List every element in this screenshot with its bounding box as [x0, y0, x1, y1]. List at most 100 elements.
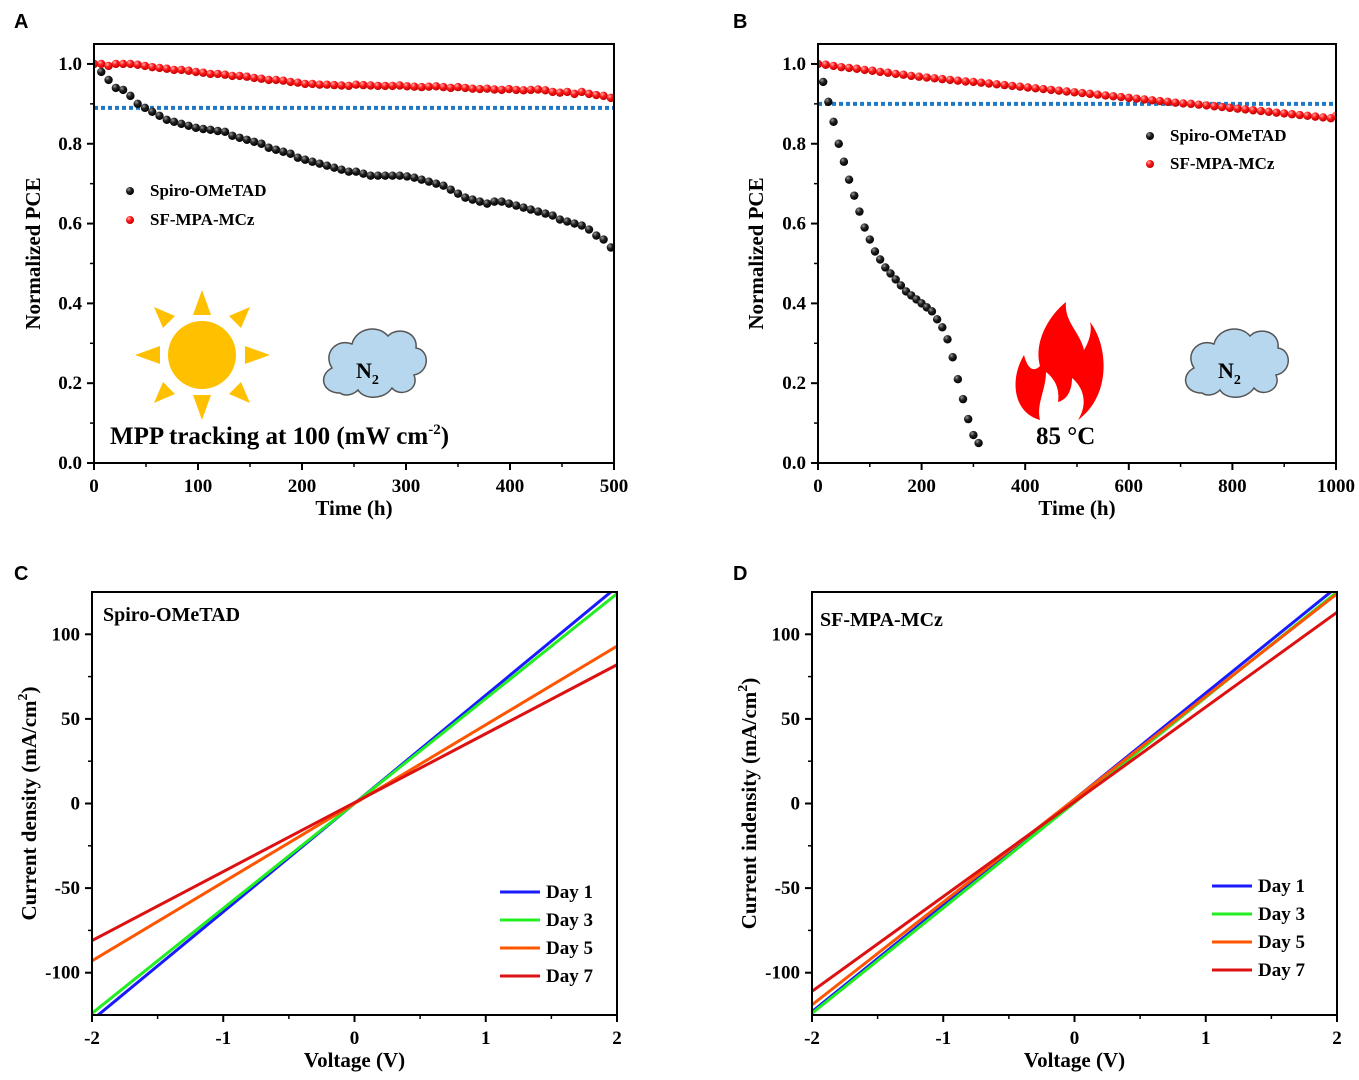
panel-a-point-s0-20	[235, 133, 244, 142]
panel-b-point-s0-5	[839, 157, 849, 166]
panel-a-point-s0-60	[526, 205, 535, 214]
panel-a-point-s1-13	[184, 66, 193, 75]
panel-a-point-s0-34	[337, 165, 346, 174]
panel-a-plot: 0 100 200 300 400 500 0.0 0.2 0.4 0.6 0.8 1.0 Time (…	[21, 43, 629, 520]
panel-a-point-s0-27	[286, 149, 295, 158]
panel-b-point-s1-26	[1015, 82, 1025, 91]
panel-a-point-s0-6	[133, 99, 142, 109]
panel-a-point-s1-42	[395, 81, 404, 90]
panel-a-point-s0-26	[279, 147, 288, 156]
panel-b-legend-marker	[1146, 132, 1154, 140]
panel-a-xtick-label: 500	[600, 476, 629, 497]
panel-b-point-s1-29	[1039, 84, 1048, 94]
panel-a-point-s0-61	[533, 207, 543, 216]
panel-b-ylabel: Normalized PCE	[744, 177, 768, 329]
panel-letter-b: B	[733, 11, 747, 33]
panel-a-point-s0-8	[148, 107, 157, 117]
panel-b-point-s0-4	[834, 139, 843, 148]
panel-a-xtick-label: 0	[89, 476, 99, 497]
panel-a-legend-entry: Spiro-OMeTAD	[126, 181, 266, 200]
panel-b-point-s1-46	[1171, 98, 1180, 107]
panel-b-point-s1-8	[875, 67, 885, 77]
panel-d-legend-label: Day 1	[1258, 876, 1305, 897]
panel-a-point-s1-45	[417, 82, 426, 92]
panel-a-point-s0-28	[293, 153, 303, 162]
panel-a-point-s0-22	[249, 137, 259, 146]
panel-b-point-s1-3	[837, 62, 846, 72]
panel-c-xtick-label: 1	[481, 1028, 491, 1049]
panel-b-point-s1-0	[818, 59, 823, 69]
panel-b-point-s0-28	[958, 394, 968, 404]
panel-a-point-s0-67	[577, 221, 586, 230]
panel-b-point-s1-12	[907, 71, 916, 81]
panel-d-ylabel: Current indensity (mA/cm2)	[736, 678, 761, 930]
panel-a-point-s1-1	[97, 59, 106, 69]
panel-a-point-s0-16	[206, 125, 215, 134]
panel-a-point-s1-51	[461, 83, 470, 93]
panel-a-point-s1-40	[381, 81, 390, 91]
panel-b-xtick-label: 200	[907, 476, 936, 497]
panel-a-point-s0-66	[570, 219, 579, 228]
panel-a-point-s1-57	[504, 84, 514, 94]
panel-b-point-s0-26	[948, 353, 957, 362]
flame-icon	[1015, 302, 1104, 420]
panel-a-point-s0-11	[169, 117, 179, 127]
panel-a-point-s0-56	[497, 197, 506, 206]
panel-a-legend: Spiro-OMeTAD SF-MPA-MCz	[126, 181, 266, 229]
panel-a-point-s1-54	[482, 84, 492, 93]
panel-a-point-s0-39	[373, 171, 383, 180]
panel-c-plot: -2 -1 0 1 2 -100 -50 0 50 100 Voltage (V) Current d…	[16, 591, 622, 1072]
panel-a-point-s1-65	[563, 87, 572, 97]
panel-c-ytick-label: -50	[55, 878, 80, 899]
panel-d-legend-entry: Day 3	[1212, 904, 1305, 925]
panel-a-point-s0-25	[271, 145, 281, 154]
panel-letter-a: A	[14, 11, 28, 33]
panel-a-ytick-label: 0.8	[58, 134, 82, 155]
panel-a-xtick-label: 400	[496, 476, 525, 497]
panel-b-ytick-label: 1.0	[782, 54, 806, 75]
panel-b-point-s1-13	[914, 72, 924, 81]
panel-b-point-s1-15	[930, 74, 939, 83]
panel-b-point-s0-8	[855, 207, 864, 216]
panel-d-legend-label: Day 3	[1258, 904, 1305, 925]
panel-a-point-s1-0	[94, 59, 99, 69]
panel-b-point-s1-54	[1233, 104, 1242, 113]
panel-b-point-s1-18	[953, 76, 963, 85]
panel-b-point-s1-25	[1008, 81, 1017, 91]
panel-a-point-s1-4	[118, 59, 128, 69]
panel-b-point-s0-29	[964, 414, 973, 424]
panel-d-xtick-label: 2	[1332, 1028, 1342, 1049]
panel-a-point-s0-40	[381, 171, 390, 180]
panel-d-xtick-label: 1	[1201, 1028, 1211, 1049]
panel-b-point-s1-34	[1077, 88, 1087, 98]
panel-c-xlabel: Voltage (V)	[304, 1048, 405, 1072]
panel-b-series	[818, 59, 1336, 448]
panel-a-point-s1-9	[155, 63, 164, 73]
panel-b-xtick-label: 0	[813, 476, 823, 497]
panel-b-point-s1-51	[1210, 102, 1219, 111]
panel-a-point-s1-66	[570, 89, 579, 99]
panel-a-point-s1-20	[235, 71, 244, 81]
panel-a-point-s1-15	[199, 68, 208, 77]
panel-b-point-s1-40	[1124, 93, 1134, 103]
panel-d-line-day-5	[812, 592, 1337, 1007]
panel-b-point-s1-30	[1046, 85, 1056, 95]
panel-a-point-s1-68	[584, 89, 594, 99]
panel-c: -2 -1 0 1 2 -100 -50 0 50 100 Voltage (V) Current d…	[16, 591, 622, 1072]
panel-b: 0 200 400 600 800 1000 0.0 0.2 0.4 0.6 0.8 1.0 Time …	[744, 43, 1355, 520]
panel-a-point-s0-62	[541, 209, 550, 218]
panel-b-point-s1-17	[945, 75, 955, 85]
panel-d-ytick-label: -50	[775, 878, 800, 899]
panel-a-point-s1-62	[541, 86, 550, 95]
panel-c-legend-entry: Day 7	[500, 966, 593, 987]
panel-a-point-s0-68	[584, 225, 594, 234]
panel-b-point-s1-52	[1217, 102, 1227, 112]
panel-a-point-s0-59	[519, 203, 528, 212]
panel-a-point-s1-35	[344, 81, 353, 91]
panel-a-point-s0-1	[97, 67, 106, 77]
panel-b-ytick-label: 0.4	[782, 293, 806, 314]
panel-b-point-s1-53	[1225, 103, 1235, 113]
panel-a-point-s0-24	[264, 143, 273, 152]
panel-b-point-s1-36	[1093, 90, 1102, 99]
panel-b-point-s1-11	[899, 70, 908, 79]
